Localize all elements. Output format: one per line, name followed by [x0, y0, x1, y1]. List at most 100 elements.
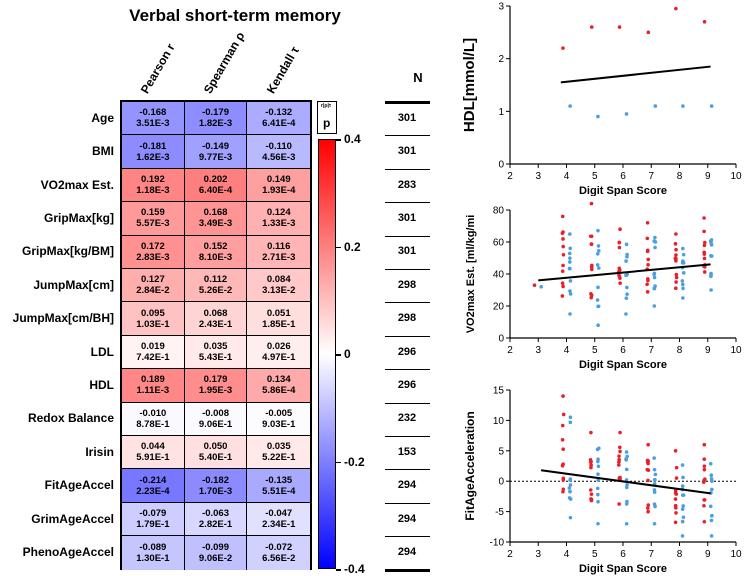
- data-point-blue: [624, 112, 629, 116]
- data-point-blue: [652, 304, 657, 308]
- data-point-blue: [625, 285, 629, 290]
- heatmap-cell: -0.149 9.77E-3: [184, 135, 248, 169]
- cell-p-value: 1.30E-1: [136, 552, 170, 564]
- cell-correlation: 0.189: [140, 374, 165, 386]
- cell-p-value: 3.49E-3: [198, 218, 233, 230]
- colorbar-tick-label: -0.2: [344, 454, 365, 469]
- data-point-red: [702, 519, 707, 524]
- cell-correlation: -0.179: [202, 107, 229, 119]
- data-point-blue: [652, 467, 657, 472]
- x-tick-label: 4: [564, 345, 570, 356]
- cell-correlation: -0.168: [139, 107, 167, 119]
- cell-correlation: -0.063: [202, 507, 229, 519]
- data-point-blue: [681, 515, 686, 520]
- n-divider: [385, 168, 430, 170]
- colorbar: [318, 139, 336, 569]
- data-point-blue: [597, 248, 601, 253]
- data-point-blue: [568, 104, 572, 108]
- cell-correlation: 0.035: [203, 340, 228, 352]
- data-point-blue: [681, 286, 685, 291]
- cell-p-value: 6.40E-4: [198, 184, 233, 196]
- column-header: Kendall τ: [263, 43, 302, 96]
- data-point-red: [674, 465, 679, 470]
- data-point-red: [617, 25, 622, 29]
- data-point-blue: [709, 288, 713, 292]
- n-divider: [385, 436, 430, 437]
- data-point-blue: [680, 282, 685, 287]
- colorbar-tick-label: 0: [344, 347, 351, 361]
- data-point-red: [560, 281, 565, 285]
- heatmap-cell: 0.152 8.10E-3: [184, 235, 248, 269]
- x-tick-label: 3: [535, 549, 541, 560]
- data-point-red: [702, 243, 707, 248]
- cell-correlation: -0.214: [139, 474, 167, 486]
- data-point-red: [588, 458, 593, 462]
- data-point-red: [645, 290, 650, 294]
- data-point-blue: [709, 240, 713, 245]
- legend-p-label: p: [323, 116, 331, 130]
- cell-correlation: -0.110: [265, 140, 292, 152]
- cell-p-value: 8.78E-1: [136, 418, 170, 430]
- x-tick-label: 9: [705, 345, 711, 356]
- data-point-red: [560, 294, 565, 298]
- n-divider: [385, 101, 430, 104]
- data-point-blue: [710, 513, 714, 518]
- cell-correlation: 0.051: [266, 307, 291, 319]
- data-point-blue: [568, 246, 573, 251]
- cell-p-value: 2.43E-1: [198, 318, 233, 330]
- trend-line: [538, 263, 711, 282]
- data-point-red: [673, 488, 678, 493]
- data-point-blue: [568, 415, 573, 420]
- row-label: BMI: [92, 144, 114, 159]
- cell-correlation: -0.005: [265, 407, 293, 419]
- data-point-blue: [567, 251, 572, 256]
- data-point-blue: [568, 266, 572, 271]
- data-point-red: [646, 468, 651, 472]
- heatmap-cell: -0.135 5.51E-4: [247, 469, 311, 503]
- data-point-blue: [624, 242, 629, 247]
- data-point-blue: [568, 279, 573, 283]
- heatmap-cell: -0.182 1.70E-3: [184, 469, 248, 503]
- data-point-blue: [625, 499, 629, 504]
- cell-p-value: 1.11E-3: [136, 385, 170, 397]
- heatmap-cell: -0.072 6.56E-2: [247, 536, 311, 570]
- colorbar-tick: [336, 246, 341, 248]
- data-point-blue: [597, 266, 601, 270]
- data-point-blue: [596, 459, 600, 464]
- colorbar-tick: [336, 139, 341, 141]
- n-divider: [385, 502, 430, 504]
- data-point-red: [702, 216, 706, 220]
- data-point-blue: [568, 478, 572, 482]
- data-point-red: [702, 503, 706, 508]
- x-axis-label: Digit Span Score: [579, 563, 667, 575]
- cell-p-value: 5.22E-1: [262, 452, 296, 464]
- x-axis-label: Digit Span Score: [579, 359, 667, 371]
- x-tick-label: 6: [620, 171, 626, 182]
- data-point-blue: [595, 447, 600, 452]
- cell-p-value: 2.82E-1: [198, 518, 233, 530]
- y-tick-label: 0: [498, 334, 504, 345]
- cell-correlation: -0.149: [202, 140, 229, 152]
- data-point-red: [673, 449, 678, 453]
- n-divider: [385, 235, 430, 237]
- data-point-red: [617, 502, 621, 506]
- cell-correlation: 0.179: [203, 374, 228, 386]
- y-tick-label: 1: [498, 107, 504, 118]
- data-point-red: [674, 253, 678, 257]
- cell-p-value: 8.10E-3: [198, 251, 233, 263]
- data-point-red: [673, 497, 678, 501]
- heatmap-cell: 0.035 5.22E-1: [247, 436, 311, 470]
- cell-p-value: 1.70E-3: [198, 485, 233, 497]
- y-tick-label: 0: [498, 160, 504, 171]
- colorbar-tick: [336, 569, 341, 571]
- cell-p-value: 6.56E-2: [262, 552, 296, 564]
- n-divider: [385, 568, 430, 572]
- cell-correlation: 0.127: [140, 274, 165, 286]
- n-divider: [385, 369, 430, 371]
- cell-correlation: 0.095: [140, 307, 165, 319]
- cell-correlation: 0.068: [203, 307, 228, 319]
- cell-p-value: 1.93E-4: [262, 184, 296, 196]
- data-point-blue: [568, 312, 572, 316]
- data-point-red: [674, 247, 678, 252]
- data-point-red: [589, 497, 594, 502]
